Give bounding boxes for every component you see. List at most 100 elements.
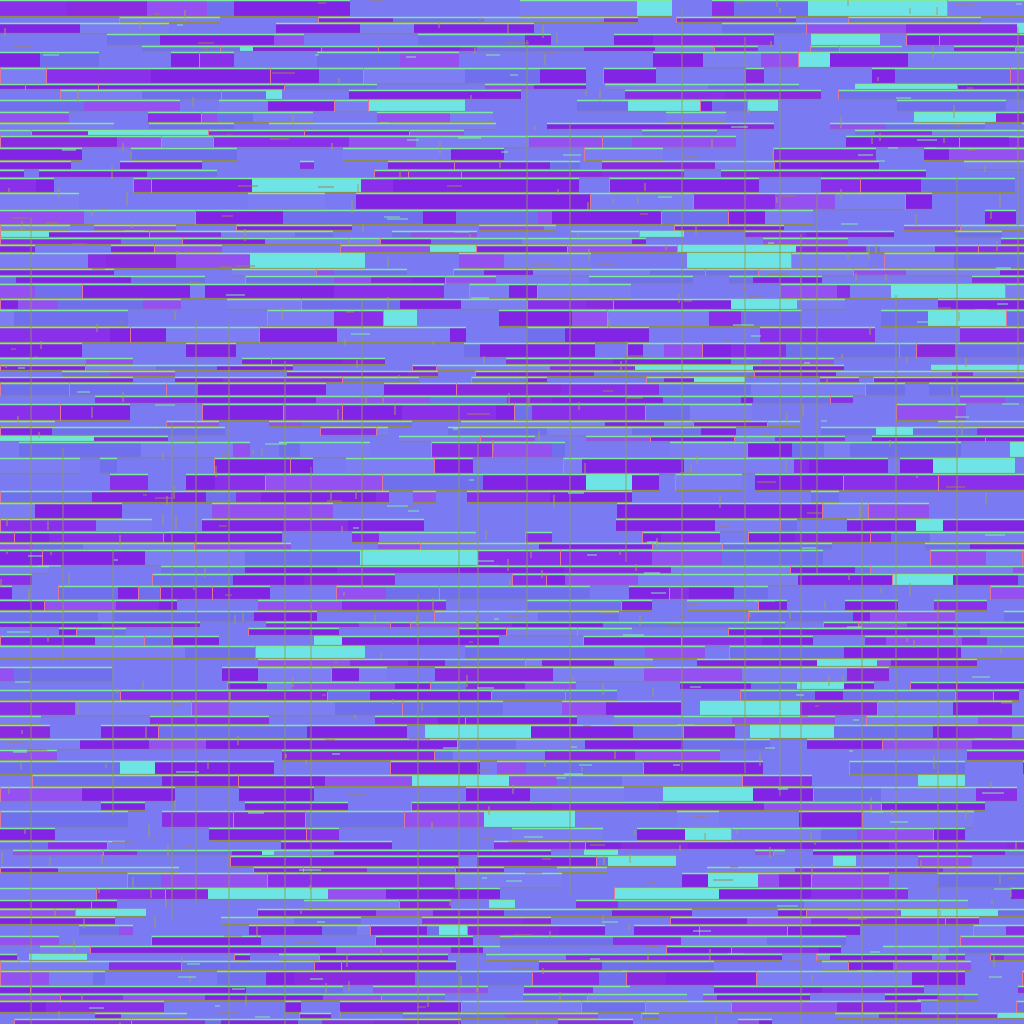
panel xyxy=(589,276,693,284)
panel xyxy=(953,701,1012,716)
panel xyxy=(539,543,652,550)
panel xyxy=(267,873,351,888)
panel xyxy=(634,925,699,936)
panel xyxy=(88,253,106,269)
panel xyxy=(798,574,892,586)
panel xyxy=(722,23,806,34)
panel xyxy=(632,474,659,491)
panel xyxy=(855,84,957,90)
panel xyxy=(60,404,130,421)
panel xyxy=(96,888,165,900)
panel xyxy=(811,888,908,900)
panel xyxy=(154,245,222,253)
panel xyxy=(221,90,266,100)
panel xyxy=(279,442,300,458)
panel xyxy=(388,161,454,170)
panel xyxy=(307,371,408,377)
panel xyxy=(0,0,67,17)
panel xyxy=(822,961,848,971)
panel xyxy=(0,667,14,682)
panel xyxy=(886,900,968,909)
panel xyxy=(0,458,80,474)
panel xyxy=(661,532,682,543)
panel xyxy=(876,427,913,436)
panel xyxy=(708,84,799,90)
panel xyxy=(334,269,407,276)
panel xyxy=(434,458,473,474)
panel xyxy=(67,0,147,17)
panel xyxy=(222,667,258,682)
panel xyxy=(925,543,970,550)
panel xyxy=(883,946,949,954)
panel xyxy=(163,532,282,543)
panel xyxy=(663,701,681,716)
panel xyxy=(1006,925,1024,936)
panel xyxy=(972,739,1024,750)
panel xyxy=(774,161,879,170)
panel xyxy=(741,310,802,327)
panel xyxy=(714,46,758,52)
panel xyxy=(957,17,981,23)
panel xyxy=(215,84,284,90)
panel xyxy=(956,682,1024,690)
panel xyxy=(336,123,427,130)
panel xyxy=(58,867,179,873)
panel xyxy=(954,253,1024,269)
panel xyxy=(655,46,714,52)
panel xyxy=(430,682,466,690)
panel xyxy=(882,739,972,750)
panel xyxy=(221,1019,298,1024)
panel xyxy=(360,550,478,566)
panel xyxy=(959,136,981,148)
panel xyxy=(572,310,607,327)
panel xyxy=(348,519,424,532)
panel xyxy=(316,269,334,276)
panel xyxy=(19,442,62,458)
panel xyxy=(955,690,993,701)
panel xyxy=(955,231,1002,238)
panel xyxy=(48,841,107,850)
panel xyxy=(544,225,556,231)
panel xyxy=(1015,46,1024,52)
panel xyxy=(390,622,410,628)
panel xyxy=(305,811,404,828)
panel xyxy=(281,841,392,850)
panel xyxy=(232,269,316,276)
panel xyxy=(571,231,639,238)
panel xyxy=(780,519,797,532)
panel xyxy=(821,178,860,193)
panel xyxy=(552,210,661,225)
panel xyxy=(242,358,271,365)
panel xyxy=(643,343,664,358)
panel xyxy=(512,622,603,628)
panel xyxy=(245,550,360,566)
panel xyxy=(301,946,336,954)
panel xyxy=(687,600,758,611)
panel xyxy=(565,574,638,586)
panel xyxy=(373,739,457,750)
panel xyxy=(987,636,1024,646)
panel xyxy=(149,231,221,238)
panel xyxy=(721,170,822,178)
panel xyxy=(693,421,767,427)
panel xyxy=(142,90,221,100)
panel xyxy=(92,491,206,503)
panel xyxy=(693,193,775,210)
panel xyxy=(496,404,514,421)
panel xyxy=(659,383,751,396)
panel xyxy=(596,856,608,867)
panel xyxy=(14,310,128,327)
panel xyxy=(664,421,693,427)
panel xyxy=(585,739,683,750)
panel xyxy=(13,850,103,856)
panel xyxy=(754,371,836,377)
panel xyxy=(359,622,390,628)
panel xyxy=(633,725,683,739)
panel xyxy=(383,310,417,327)
panel xyxy=(469,284,509,299)
panel xyxy=(220,46,240,52)
panel xyxy=(427,925,439,936)
panel xyxy=(360,23,414,34)
panel xyxy=(1000,269,1024,276)
panel xyxy=(820,377,859,383)
